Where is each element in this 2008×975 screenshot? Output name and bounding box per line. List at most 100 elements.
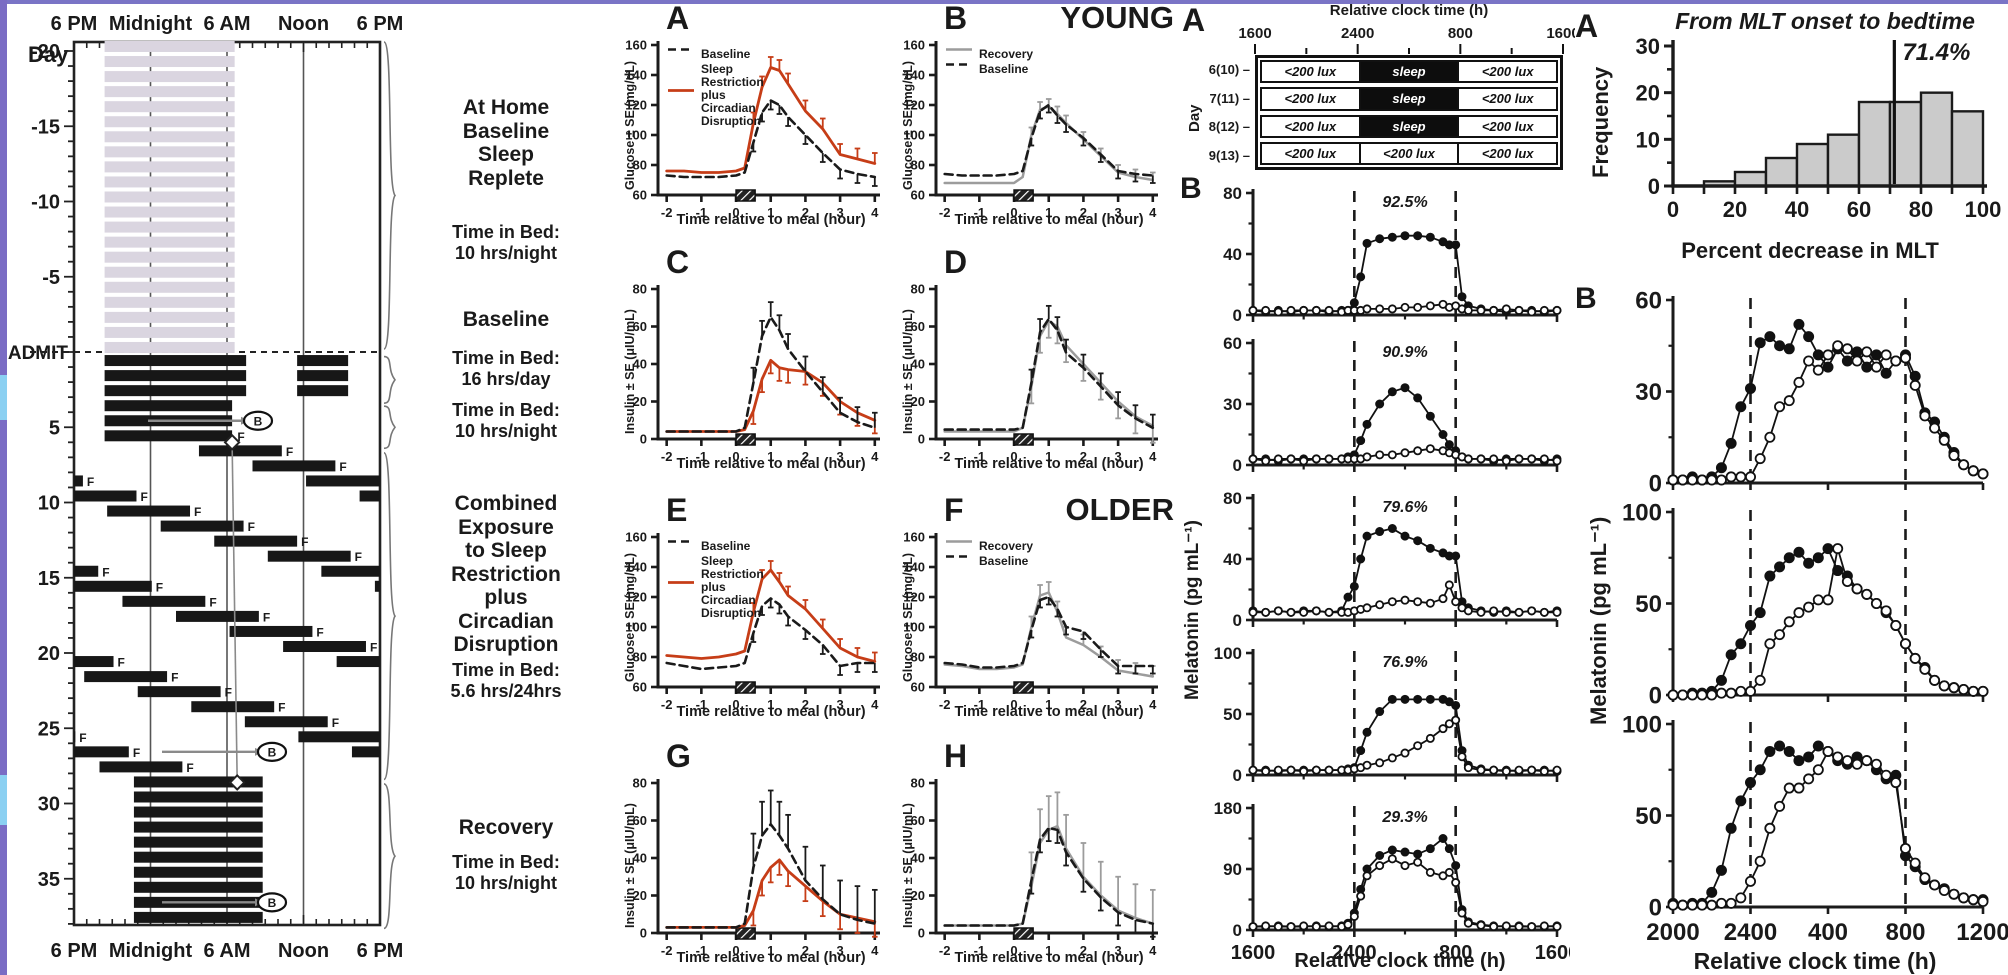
svg-text:0: 0 (640, 432, 647, 447)
svg-text:Disruption: Disruption (701, 114, 761, 128)
series-Baseline (943, 826, 1155, 927)
svg-text:F: F (278, 701, 285, 715)
melatonin-suppression-section: A Relative clock time (h) 1600 2400 800 160… (1180, 0, 1580, 975)
svg-text:Midnight: Midnight (109, 13, 193, 35)
light-day-label: 9(13) – (1208, 148, 1250, 164)
meal-period-bar (735, 189, 756, 202)
meal-plot-B: 60 80 100 120 140 160 -2 -1 0 1 2 3 4 RecoveryBaselin… (903, 38, 1158, 220)
melatonin-suppression-plot-3: 0 40 80 79.6% (1205, 489, 1570, 643)
lab-sleep-bar (133, 911, 263, 923)
panel-letter-A: A (666, 0, 690, 36)
mlt-histogram-plot: 0 10 20 30 0 20 40 60 80 100 71.4% (1600, 18, 2008, 238)
svg-text:-1: -1 (974, 697, 986, 712)
svg-text:30: 30 (1636, 34, 1660, 59)
svg-text:80: 80 (911, 282, 925, 297)
histogram-xlabel: Percent decrease in MLT (1681, 238, 1939, 263)
hist-bar (1857, 100, 1892, 188)
meal-period-bar (735, 681, 756, 694)
lab-sleep-bar (99, 761, 183, 773)
svg-text:1: 1 (767, 943, 774, 958)
panel-letter-B: B (944, 0, 968, 36)
meal-plot-E: 60 80 100 120 140 160 -2 -1 0 1 2 3 4 BaselineSleepRe… (625, 530, 880, 712)
lab-sleep-bar (297, 385, 349, 397)
svg-text:40: 40 (633, 357, 647, 372)
meal-panel-G: G 0 20 40 60 80 -2 -1 0 1 2 3 4 Insulin ± SE (μIU/mL)… (622, 738, 900, 975)
svg-text:2: 2 (802, 449, 809, 464)
svg-text:F: F (171, 671, 178, 685)
left-accent-strip-2 (0, 775, 7, 825)
svg-text:Baseline: Baseline (701, 539, 751, 553)
svg-text:F: F (286, 445, 293, 459)
home-sleep-bar (104, 116, 235, 128)
light-schedule-axis: 1600 2400 800 1600 (1205, 20, 1580, 59)
lab-sleep-bar (306, 475, 380, 487)
svg-text:1: 1 (767, 697, 774, 712)
svg-text:F: F (79, 731, 86, 745)
svg-text:100: 100 (903, 128, 925, 143)
lab-sleep-bar (74, 731, 76, 743)
hist-bar (1950, 110, 1985, 188)
home-sleep-bar (104, 191, 235, 203)
svg-text:0: 0 (918, 432, 925, 447)
svg-text:F: F (316, 625, 323, 639)
svg-text:160: 160 (903, 530, 925, 545)
light-cell-lux: <200 lux (1260, 87, 1361, 111)
lab-sleep-bar (176, 610, 259, 622)
light-schedule-row: <200 lux sleep <200 lux (1260, 87, 1559, 111)
svg-text:Baseline: Baseline (979, 554, 1029, 568)
top-border-strip (0, 0, 2008, 4)
lab-sleep-bar (244, 716, 328, 728)
light-schedule-day-list: 6(10) – 7(11) – 8(12) – 9(13) – (1192, 55, 1254, 170)
series-sleep-condition (1252, 234, 1558, 313)
lab-sleep-bar (74, 565, 99, 577)
ylabel-E: Glucose ± SE (mg/dL) (623, 552, 637, 682)
lab-sleep-bar (74, 490, 137, 502)
panel-letter-light-schedule: A (1182, 2, 1206, 38)
melatonin-profile-plot-1: 0 30 60 (1600, 288, 2008, 498)
hist-bar (1733, 170, 1768, 188)
svg-text:100: 100 (1965, 197, 2002, 222)
svg-text:20: 20 (633, 394, 647, 409)
series-Baseline (665, 597, 877, 671)
home-sleep-bar (104, 251, 235, 263)
svg-text:1: 1 (1045, 449, 1052, 464)
svg-text:Restriction: Restriction (701, 567, 764, 581)
svg-text:120: 120 (903, 590, 925, 605)
svg-text:160: 160 (625, 530, 647, 545)
light-schedule-row: <200 lux sleep <200 lux (1260, 60, 1559, 84)
meal-panel-A: A 60 80 100 120 140 160 -2 -1 0 1 2 3 4 Baseline Sleep R… (622, 0, 900, 244)
mlt-suppression-1: 0 30 60 90.9% (1223, 334, 1562, 475)
svg-text:F: F (225, 686, 232, 700)
svg-text:20: 20 (1636, 81, 1660, 106)
light-schedule-row: <200 lux sleep <200 lux (1260, 114, 1559, 138)
median-marker-label: 71.4% (1902, 39, 1970, 66)
hist-bar (1764, 156, 1799, 188)
phase-brace (383, 41, 397, 350)
group-label-older: OLDER (1065, 492, 1175, 527)
phase-time-baseline16: Time in Bed: 16 hrs/day (452, 348, 560, 389)
svg-text:40: 40 (1785, 197, 1809, 222)
svg-text:0: 0 (1010, 697, 1017, 712)
svg-text:-2: -2 (939, 943, 951, 958)
svg-text:2: 2 (1080, 205, 1087, 220)
lab-sleep-bar (107, 505, 191, 517)
svg-text:F: F (301, 535, 308, 549)
hist-bar (1919, 91, 1954, 188)
light-schedule-table: <200 lux sleep <200 lux <200 lux sleep <200 l… (1255, 55, 1563, 170)
svg-text:30: 30 (1635, 379, 1662, 406)
svg-text:4: 4 (1149, 449, 1157, 464)
phase-label-at-home: At Home Baseline Sleep Replete (462, 96, 550, 190)
mlt-profile-2: 0 50 100 2000 2400 400 800 1200 (1622, 712, 2008, 946)
meal-period-bar (1013, 681, 1034, 694)
svg-text:120: 120 (625, 590, 647, 605)
svg-text:60: 60 (633, 319, 647, 334)
svg-text:0: 0 (1233, 456, 1242, 475)
series-Baseline (943, 317, 1155, 431)
svg-text:2: 2 (802, 697, 809, 712)
meal-period-bar (735, 433, 756, 446)
percent-suppression-note: 90.9% (1382, 344, 1427, 361)
lab-sleep-bar (104, 385, 247, 397)
lab-sleep-bar (252, 460, 336, 472)
xlabel-A: Time relative to meal (hour) (676, 212, 866, 228)
svg-text:10: 10 (1636, 127, 1660, 152)
